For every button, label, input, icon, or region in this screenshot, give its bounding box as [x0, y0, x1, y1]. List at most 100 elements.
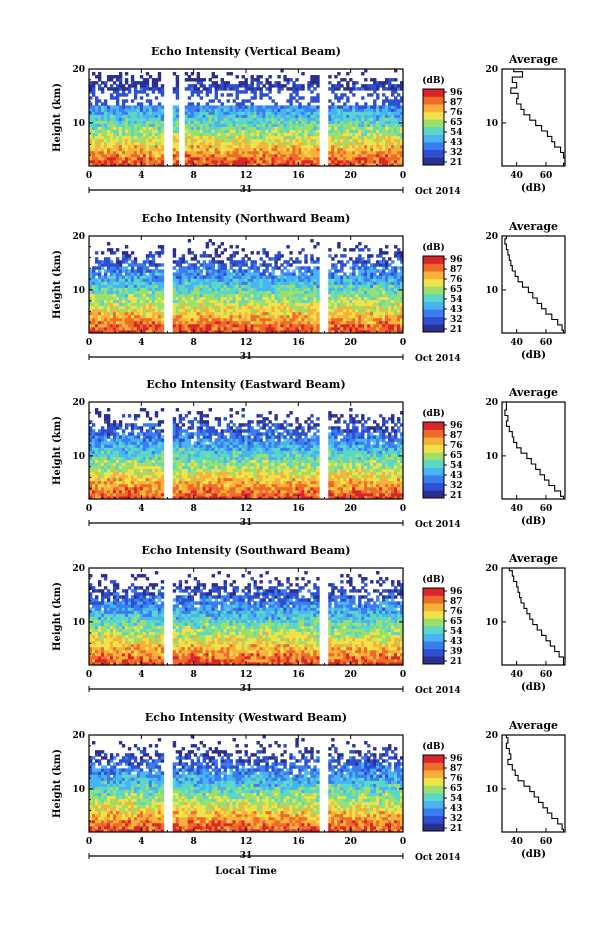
heatmap-cell	[211, 99, 215, 103]
heatmap-cell	[298, 144, 302, 149]
heatmap-cell	[217, 302, 221, 307]
colorbar-tick-label: 32	[450, 148, 463, 158]
heatmap-cell	[148, 251, 153, 255]
heatmap-cell	[130, 275, 135, 279]
heatmap-cell	[331, 120, 335, 124]
heatmap-cell	[298, 108, 302, 112]
heatmap-cell	[373, 266, 377, 270]
heatmap-cell	[127, 162, 132, 167]
heatmap-cell	[295, 114, 299, 118]
heatmap-cell	[184, 320, 189, 325]
heatmap-cell	[295, 132, 299, 137]
heatmap-cell	[130, 162, 135, 167]
heatmap-cell	[100, 81, 105, 85]
heatmap-cell	[103, 308, 108, 313]
heatmap-cell	[89, 305, 93, 310]
heatmap-cell	[136, 266, 141, 270]
heatmap-cell	[214, 123, 218, 127]
heatmap-cell	[214, 278, 218, 282]
heatmap-cell	[370, 162, 374, 167]
heatmap-cell	[397, 108, 401, 112]
heatmap-cell	[127, 296, 132, 301]
heatmap-cell	[349, 138, 353, 143]
heatmap-cell	[115, 93, 120, 97]
heatmap-cell	[211, 141, 215, 146]
heatmap-cell	[271, 114, 275, 118]
heatmap-cell	[196, 293, 201, 298]
heatmap-cell	[361, 326, 365, 331]
heatmap-cell	[106, 305, 111, 310]
heatmap-cell	[94, 138, 99, 143]
heatmap-cell	[112, 105, 117, 109]
heatmap-cell	[244, 326, 248, 331]
heatmap-cell	[217, 105, 221, 109]
heatmap-cell	[385, 308, 389, 313]
x-tick-label: 16	[292, 171, 305, 181]
heatmap-cell	[226, 287, 230, 291]
heatmap-cell	[217, 99, 221, 103]
heatmap-cell	[259, 311, 263, 316]
heatmap-cell	[151, 129, 156, 134]
heatmap-cell	[310, 138, 314, 143]
heatmap-cell	[199, 96, 204, 100]
heatmap-cell	[205, 305, 210, 310]
heatmap-cell	[238, 305, 242, 310]
heatmap-cell	[205, 323, 210, 328]
heatmap-cell	[388, 305, 392, 310]
heatmap-cell	[271, 156, 275, 161]
heatmap-cell	[310, 269, 314, 273]
heatmap-cell	[331, 326, 335, 331]
heatmap-cell	[136, 302, 141, 307]
heatmap-cell	[247, 162, 251, 167]
heatmap-cell	[394, 293, 398, 298]
heatmap-cell	[313, 329, 317, 334]
heatmap-cell	[391, 120, 395, 124]
heatmap-cell	[127, 299, 132, 304]
heatmap-cell	[274, 81, 278, 85]
heatmap-cell	[280, 329, 284, 334]
heatmap-cell	[109, 296, 114, 301]
heatmap-cell	[265, 126, 269, 131]
heatmap-cell	[364, 263, 368, 267]
heatmap-cell	[208, 266, 213, 270]
heatmap-cell	[115, 126, 120, 131]
heatmap-cell	[328, 302, 332, 307]
heatmap-cell	[160, 156, 165, 161]
heatmap-cell	[286, 105, 290, 109]
heatmap-cell	[349, 326, 353, 331]
heatmap-cell	[157, 329, 162, 334]
heatmap-cell	[280, 314, 284, 319]
heatmap-cell	[355, 281, 359, 285]
heatmap-cell	[250, 278, 254, 282]
profile-x-tick-label: 40	[510, 171, 523, 181]
heatmap-cell	[214, 296, 218, 301]
heatmap-cell	[397, 147, 401, 152]
heatmap-cell	[181, 311, 186, 316]
heatmap-cell	[127, 284, 132, 288]
heatmap-cell	[160, 138, 165, 143]
heatmap-cell	[217, 263, 221, 267]
heatmap-cell	[124, 123, 129, 127]
heatmap-cell	[229, 320, 233, 325]
heatmap-cell	[94, 281, 99, 285]
heatmap-cell	[382, 326, 386, 331]
heatmap-cell	[394, 323, 398, 328]
heatmap-cell	[100, 126, 105, 131]
heatmap-cell	[271, 314, 275, 319]
heatmap-cell	[118, 75, 123, 79]
heatmap-cell	[373, 78, 377, 82]
heatmap-cell	[241, 156, 245, 161]
heatmap-cell	[235, 314, 239, 319]
heatmap-cell	[271, 129, 275, 134]
heatmap-cell	[97, 299, 102, 304]
heatmap-cell	[370, 290, 374, 294]
heatmap-cell	[142, 147, 147, 152]
heatmap-cell	[256, 326, 260, 331]
heatmap-cell	[223, 147, 227, 152]
heatmap-cell	[235, 287, 239, 291]
heatmap-cell	[151, 78, 156, 82]
heatmap-cell	[232, 144, 236, 149]
heatmap-cell	[358, 260, 362, 264]
heatmap-cell	[208, 156, 213, 161]
heatmap-cell	[382, 81, 386, 85]
